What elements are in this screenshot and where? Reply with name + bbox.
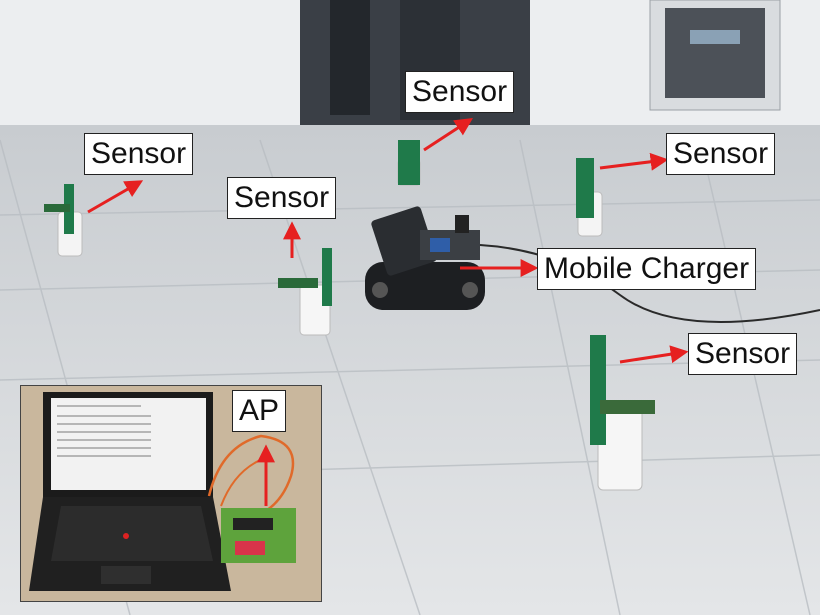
floor-tiles: [0, 139, 820, 615]
sensor-bottom-right: [590, 335, 655, 491]
sensor-mid-label: Sensor: [227, 177, 337, 219]
ap-board: [221, 508, 296, 563]
sensor-bottom-right-label: Sensor: [688, 333, 798, 375]
sensor-right-label: Sensor: [666, 133, 776, 175]
annotation-arrows: [87, 118, 689, 364]
sensor-mid: [278, 248, 332, 336]
sensor-left-label: Sensor: [84, 133, 194, 175]
power-cable: [479, 244, 820, 323]
mobile-charger-label: Mobile Charger: [537, 248, 757, 290]
sensor-right: [576, 158, 603, 237]
sensor-left: [44, 184, 83, 257]
sensor-top-label: Sensor: [405, 71, 515, 113]
mobile-charger-robot: [365, 206, 485, 310]
sensor-top: [397, 140, 421, 186]
laptop: [29, 392, 231, 591]
ap-label: AP: [232, 390, 287, 432]
